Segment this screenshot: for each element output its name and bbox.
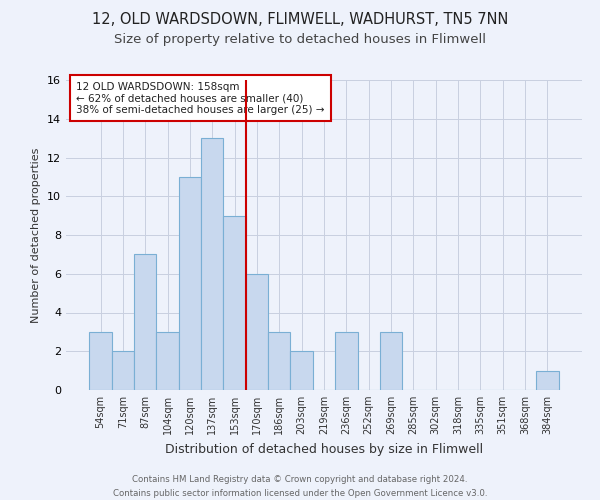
Bar [335, 332, 358, 390]
Bar [246, 274, 268, 390]
Bar [201, 138, 223, 390]
Bar [179, 177, 201, 390]
Bar [223, 216, 246, 390]
Bar [536, 370, 559, 390]
Text: Size of property relative to detached houses in Flimwell: Size of property relative to detached ho… [114, 32, 486, 46]
Bar [268, 332, 290, 390]
Text: 12, OLD WARDSDOWN, FLIMWELL, WADHURST, TN5 7NN: 12, OLD WARDSDOWN, FLIMWELL, WADHURST, T… [92, 12, 508, 28]
Text: 12 OLD WARDSDOWN: 158sqm
← 62% of detached houses are smaller (40)
38% of semi-d: 12 OLD WARDSDOWN: 158sqm ← 62% of detach… [76, 82, 325, 115]
Bar [380, 332, 402, 390]
X-axis label: Distribution of detached houses by size in Flimwell: Distribution of detached houses by size … [165, 442, 483, 456]
Bar [290, 351, 313, 390]
Bar [157, 332, 179, 390]
Y-axis label: Number of detached properties: Number of detached properties [31, 148, 41, 322]
Bar [89, 332, 112, 390]
Text: Contains HM Land Registry data © Crown copyright and database right 2024.
Contai: Contains HM Land Registry data © Crown c… [113, 476, 487, 498]
Bar [134, 254, 157, 390]
Bar [112, 351, 134, 390]
